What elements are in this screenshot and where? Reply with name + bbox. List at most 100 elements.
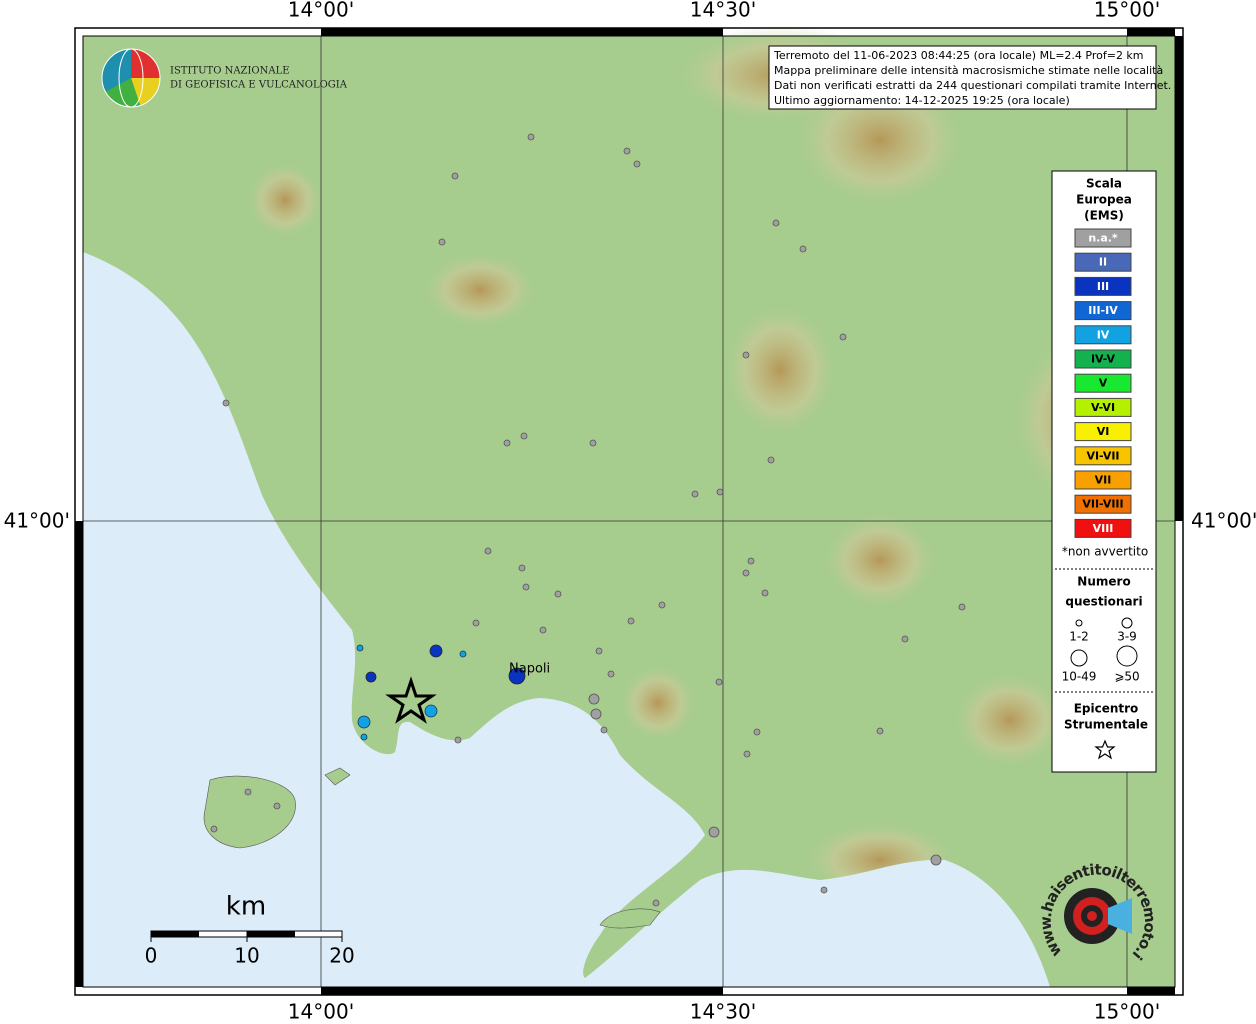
legend-swatch bbox=[1074, 276, 1132, 296]
legend-subtitle: Strumentale bbox=[1064, 718, 1148, 732]
scale-label: 20 bbox=[329, 944, 354, 968]
frame-bar bbox=[1127, 28, 1175, 36]
observation-dot bbox=[522, 583, 530, 591]
logo-globe-part bbox=[131, 49, 160, 78]
observation-dot bbox=[357, 715, 371, 729]
lat-label: 41°00' bbox=[4, 509, 70, 533]
observation-dot bbox=[958, 603, 966, 611]
relief bbox=[420, 250, 540, 330]
observation-dot bbox=[590, 708, 602, 720]
observation-dot bbox=[799, 245, 807, 253]
lon-label: 15°00' bbox=[1094, 1000, 1160, 1024]
legend-size-label: ⩾50 bbox=[1114, 670, 1139, 684]
observation-dot bbox=[360, 733, 368, 741]
legend-size-label: 10-49 bbox=[1062, 670, 1097, 684]
observation-dot bbox=[839, 333, 847, 341]
observation-dot bbox=[459, 650, 467, 658]
legend-label: IV bbox=[1097, 328, 1110, 341]
observation-dot bbox=[424, 704, 438, 718]
scale-label: 10 bbox=[234, 944, 259, 968]
sea bbox=[83, 252, 1050, 987]
logo-globe-part bbox=[131, 78, 160, 105]
observation-dot bbox=[503, 439, 511, 447]
lat-label: 41°00' bbox=[1191, 509, 1256, 533]
legend-title: Scala bbox=[1086, 177, 1122, 191]
legend-subtitle: Numero bbox=[1077, 575, 1130, 589]
observation-dot bbox=[600, 726, 608, 734]
observation-dot bbox=[708, 826, 720, 838]
observation-dot bbox=[356, 644, 364, 652]
info-box bbox=[768, 45, 1157, 110]
legend-swatch bbox=[1074, 228, 1132, 248]
legend-label: III bbox=[1097, 280, 1109, 293]
observation-dot bbox=[747, 557, 755, 565]
logo-text: DI GEOFISICA E VULCANOLOGIA bbox=[170, 80, 348, 91]
legend-label: n.a.* bbox=[1088, 232, 1118, 245]
observation-dot bbox=[691, 490, 699, 498]
info-line: Mappa preliminare delle intensità macros… bbox=[774, 64, 1163, 77]
observation-dot bbox=[588, 693, 600, 705]
observation-dot bbox=[589, 439, 597, 447]
legend-subtitle: Epicentro bbox=[1074, 702, 1139, 716]
lon-label: 14°00' bbox=[288, 1000, 354, 1024]
relief bbox=[820, 510, 940, 610]
scale-unit: km bbox=[226, 892, 266, 922]
observation-dot bbox=[761, 589, 769, 597]
lon-label: 15°00' bbox=[1094, 0, 1160, 22]
observation-dot bbox=[820, 886, 828, 894]
observation-dot bbox=[716, 488, 724, 496]
observation-dot bbox=[210, 825, 218, 833]
observation-dot bbox=[484, 547, 492, 555]
legend-label: III-IV bbox=[1088, 304, 1118, 317]
lon-label: 14°30' bbox=[690, 0, 756, 22]
observation-dot bbox=[429, 644, 443, 658]
logo-globe-part bbox=[105, 78, 140, 107]
observation-dot bbox=[244, 788, 252, 796]
info-line: Dati non verificati estratti da 244 ques… bbox=[774, 79, 1171, 92]
observation-dot bbox=[753, 728, 761, 736]
scale-segment bbox=[247, 931, 295, 937]
legend-swatch bbox=[1074, 397, 1132, 417]
legend-title: Europea bbox=[1076, 193, 1132, 207]
logo-target bbox=[1087, 911, 1097, 921]
relief bbox=[950, 670, 1070, 770]
legend-size-label: 1-2 bbox=[1069, 630, 1089, 644]
logo-globe-grid bbox=[118, 48, 144, 108]
place-label: Napoli bbox=[509, 662, 550, 677]
info-lines: Terremoto del 11-06-2023 08:44:25 (ora l… bbox=[773, 49, 1171, 107]
observation-dot bbox=[451, 172, 459, 180]
observation-dot bbox=[742, 569, 750, 577]
legend-label: VI bbox=[1097, 425, 1110, 438]
observation-dot bbox=[527, 133, 535, 141]
observation-dot bbox=[876, 727, 884, 735]
frame bbox=[74, 27, 1184, 996]
observation-dot bbox=[652, 899, 660, 907]
legend-label: II bbox=[1099, 256, 1107, 269]
lon-label: 14°30' bbox=[690, 1000, 756, 1024]
legend-size-label: 3-9 bbox=[1117, 630, 1137, 644]
legend-swatch bbox=[1074, 252, 1132, 272]
observation-dot bbox=[472, 619, 480, 627]
observation-dot bbox=[901, 635, 909, 643]
frame-bar bbox=[1175, 36, 1183, 521]
observation-dot bbox=[623, 147, 631, 155]
legend-size-dot bbox=[1075, 619, 1083, 627]
observation-dot bbox=[554, 590, 562, 598]
capri bbox=[599, 908, 661, 929]
observation-dot bbox=[520, 432, 528, 440]
legend-swatch bbox=[1074, 494, 1132, 514]
legend-size-dot bbox=[1116, 645, 1138, 667]
observation-dot bbox=[222, 399, 230, 407]
observation-dot bbox=[508, 667, 526, 685]
frame-bar bbox=[75, 521, 83, 987]
legend-size-dot bbox=[1070, 649, 1088, 667]
legend-size-dot bbox=[1121, 617, 1133, 629]
observation-dot bbox=[767, 456, 775, 464]
observation-dot bbox=[595, 647, 603, 655]
observation-dot bbox=[772, 219, 780, 227]
relief bbox=[618, 663, 698, 743]
legend-label: V bbox=[1099, 377, 1108, 390]
legend-swatch bbox=[1074, 446, 1132, 466]
observation-dot bbox=[633, 160, 641, 168]
scale-label: 0 bbox=[145, 944, 158, 968]
